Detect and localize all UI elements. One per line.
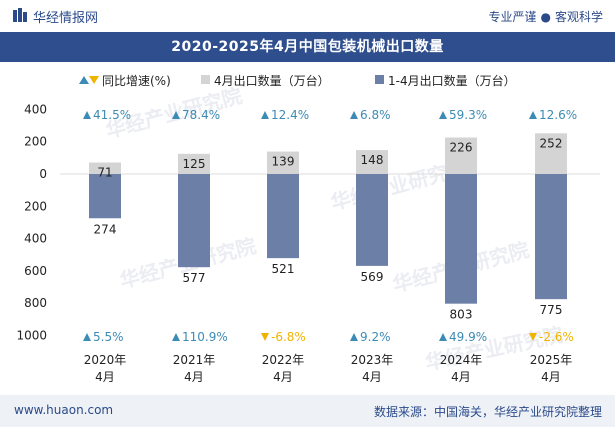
bar-cumulative [445,174,477,304]
growth-month-up-arrow-icon [83,111,91,119]
data-source: 数据来源：中国海关，华经产业研究院整理 [373,405,602,419]
bar-cumulative [535,174,567,300]
y-tick-label: 1000 [16,329,47,343]
growth-month-up-arrow-icon [439,111,447,119]
legend-month-label: 4月出口数量（万台） [214,73,330,88]
y-tick-label: 800 [24,296,47,310]
growth-cumulative-label: 49.9% [449,330,487,344]
y-axis: 400 200 0 200 400 600 800 1000 [16,102,600,343]
brand-name: 华经情报网 [33,11,99,26]
bars [89,133,567,304]
bar-month [267,151,299,174]
website-link[interactable]: www.huaon.com [14,403,114,417]
growth-month-label: 12.6% [539,108,577,122]
chart-title: 2020-2025年4月中国包装机械出口数量 [0,32,615,62]
growth-cumulative-label: 9.2% [360,330,391,344]
growth-month-up-arrow-icon [350,111,358,119]
bar-month [535,133,567,174]
growth-cumulative-up-arrow-icon [350,333,358,341]
growth-cumulative-up-arrow-icon [172,333,180,341]
growth-cumulative-label: 5.5% [93,330,124,344]
growth-cumulative-label: 110.9% [182,330,228,344]
slogan: 专业严谨 ● 客观科学 [488,8,603,25]
growth-cumulative-up-arrow-icon [83,333,91,341]
slogan-right: 客观科学 [554,10,603,24]
slogan-left: 专业严谨 [488,10,537,24]
chart-area: 华经产业研究院华经产业研究院华经产业研究院华经产业研究院华经产业研究院 同比增速… [16,73,600,384]
y-tick-label: 0 [39,167,47,181]
legend-up-arrow-icon [79,76,89,84]
bar-cumulative-label: 569 [361,270,384,284]
bar-month-label: 148 [361,153,384,167]
huajing-logo-icon [13,8,27,22]
legend-growth-label: 同比增速(%) [102,74,171,88]
growth-month-label: 12.4% [271,108,309,122]
bar-month-label: 252 [540,136,563,150]
legend-down-arrow-icon [89,76,99,84]
y-tick-label: 600 [24,264,47,278]
x-tick-label-month: 4月 [362,370,382,384]
legend-month-swatch [201,75,210,84]
bar-month-label: 226 [450,141,473,155]
growth-cumulative-up-arrow-icon [439,333,447,341]
bar-month [89,162,121,174]
y-tick-label: 400 [24,232,47,246]
x-tick-label-month: 4月 [273,370,293,384]
legend-cumulative-label: 1-4月出口数量（万台） [388,73,516,88]
bar-month-label: 71 [97,166,112,180]
bar-cumulative [178,174,210,268]
growth-month-label: 6.8% [360,108,391,122]
x-tick-label-year: 2020年 [84,353,127,367]
bar-cumulative-label: 274 [94,222,117,236]
bar-cumulative [89,174,121,219]
legend-cumulative-swatch [375,75,384,84]
x-tick-label-month: 4月 [184,370,204,384]
watermarks: 华经产业研究院华经产业研究院华经产业研究院华经产业研究院华经产业研究院 [103,83,565,374]
growth-month-label: 78.4% [182,108,220,122]
x-tick-label-year: 2025年 [530,353,573,367]
y-tick-label: 200 [24,199,47,213]
x-tick-label-year: 2022年 [262,353,305,367]
top-bar: 华经情报网 专业严谨 ● 客观科学 [0,0,615,32]
bar-cumulative-label: 577 [183,271,206,285]
slogan-separator: ● [540,10,551,24]
x-tick-label-month: 4月 [451,370,471,384]
growth-cumulative-label: -6.8% [271,330,306,344]
bar-month-label: 125 [183,157,206,171]
growth-month-up-arrow-icon [529,111,537,119]
x-tick-label-year: 2024年 [440,353,483,367]
bar-cumulative-label: 775 [540,303,563,317]
footer: www.huaon.com 数据来源：中国海关，华经产业研究院整理 [0,395,615,427]
bar-cumulative [356,174,388,266]
bar-month-label: 139 [272,155,295,169]
growth-cumulative-down-arrow-icon [261,333,269,341]
x-tick-label-year: 2023年 [351,353,394,367]
bar-month [178,153,210,174]
growth-month-up-arrow-icon [261,111,269,119]
x-axis-labels: 2020年 4月 2021年 4月 2022年 4月 2023年 4月 2024年 4月 2025年… [84,353,573,384]
legend: 同比增速(%) 4月出口数量（万台） 1-4月出口数量（万台） [79,73,516,88]
growth-cumulative-label: -2.6% [539,330,574,344]
growth-month-label: 59.3% [449,108,487,122]
bar-cumulative [267,174,299,259]
growth-month-label: 41.5% [93,108,131,122]
x-tick-label-month: 4月 [95,370,115,384]
y-tick-label: 400 [24,102,47,116]
x-tick-label-year: 2021年 [173,353,216,367]
y-tick-label: 200 [24,135,47,149]
growth-labels: 41.5% 78.4% 12.4% 6.8% 59.3% 12.6% 5.5% 110.9% -… [83,108,577,344]
bar-month [356,150,388,174]
x-tick-label-month: 4月 [541,370,561,384]
bar-month [445,137,477,174]
data-labels: 71 125 139 148 226 252 274 577 521 569 803 775 [94,136,563,321]
bar-cumulative-label: 521 [272,262,295,276]
bar-cumulative-label: 803 [450,308,473,322]
growth-cumulative-down-arrow-icon [529,333,537,341]
growth-month-up-arrow-icon [172,111,180,119]
